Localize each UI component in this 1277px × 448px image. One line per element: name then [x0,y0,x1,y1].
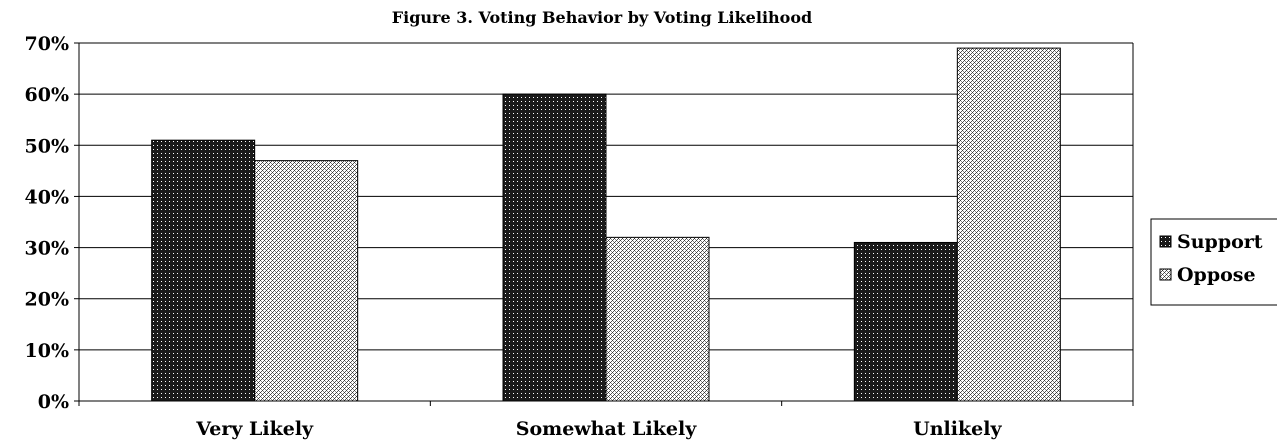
x-tick-label: Somewhat Likely [516,418,698,440]
y-tick-label: 70% [25,33,70,55]
legend-label-support: Support [1177,231,1263,253]
x-tick-label: Very Likely [195,418,314,440]
bar-support-somewhat-likely [502,93,607,402]
legend-box [1150,218,1277,306]
y-tick-label: 30% [25,238,70,260]
y-tick-label: 10% [25,340,70,362]
y-tick-labels: 0% 10% 20% 30% 40% 50% 60% 70% [25,33,70,413]
legend-swatch-support [1159,235,1172,248]
y-tick-label: 50% [25,135,70,157]
bar-oppose-unlikely [956,47,1061,402]
y-tick-label: 0% [38,391,69,413]
bar-support-unlikely [853,241,958,402]
chart-title: Figure 3. Voting Behavior by Voting Like… [392,8,812,27]
legend-swatch-oppose [1159,268,1172,281]
legend-label-oppose: Oppose [1177,264,1256,286]
x-tick-labels: Very Likely Somewhat Likely Unlikely [195,418,1002,440]
legend: Support Oppose [1150,218,1277,306]
bar-oppose-very-likely [254,160,359,402]
y-tick-label: 60% [25,84,70,106]
bar-oppose-somewhat-likely [605,236,710,402]
bar-support-very-likely [151,139,256,402]
y-tick-label: 20% [25,289,70,311]
bars [151,47,1061,402]
y-tick-label: 40% [25,186,70,208]
x-tick-label: Unlikely [913,418,1002,440]
